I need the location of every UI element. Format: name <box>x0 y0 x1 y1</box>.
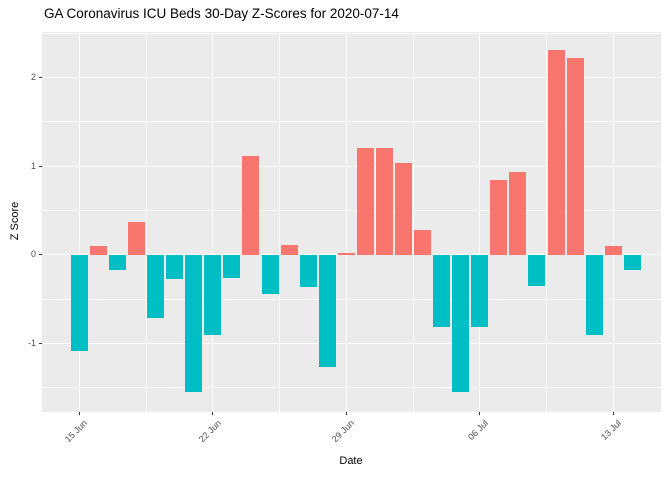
x-major-gridline <box>612 31 614 412</box>
y-minor-gridline <box>42 387 661 389</box>
x-tick-label: 15 Jun <box>63 417 90 444</box>
x-axis-tick <box>78 411 80 415</box>
x-major-gridline <box>212 31 214 412</box>
y-axis-tick <box>39 77 42 79</box>
y-axis-title: Z Score <box>9 201 21 241</box>
bar <box>528 254 546 286</box>
x-major-gridline <box>345 31 347 412</box>
x-tick-label: 22 Jun <box>196 417 223 444</box>
bar <box>128 221 145 255</box>
y-tick-label: 2 <box>30 72 36 83</box>
bar <box>166 254 184 279</box>
y-major-gridline <box>42 254 661 256</box>
bar <box>375 148 393 255</box>
bar <box>604 245 622 255</box>
bar <box>394 163 412 255</box>
bar <box>471 254 489 328</box>
bar <box>261 254 279 294</box>
bar <box>318 254 336 368</box>
bar <box>509 172 527 255</box>
bar <box>452 254 470 392</box>
bar <box>433 254 451 328</box>
x-axis-title: Date <box>339 455 363 467</box>
y-minor-gridline <box>42 32 661 34</box>
y-major-gridline <box>42 165 661 167</box>
x-minor-gridline <box>412 31 414 412</box>
bar <box>566 58 584 255</box>
x-tick-label: 13 Jul <box>599 417 624 442</box>
bar <box>185 254 203 392</box>
bar <box>414 229 432 255</box>
bar <box>89 245 107 255</box>
y-tick-label: 0 <box>30 249 36 260</box>
bar <box>70 254 88 352</box>
x-axis-tick <box>479 411 481 415</box>
bar <box>585 254 603 336</box>
y-minor-gridline <box>42 298 661 300</box>
bar <box>490 180 508 255</box>
bar <box>623 254 641 270</box>
plot-panel <box>42 31 661 412</box>
x-axis-tick <box>345 411 347 415</box>
y-axis-tick <box>39 165 42 167</box>
y-tick-label: 1 <box>30 160 36 171</box>
y-major-gridline <box>42 77 661 79</box>
y-major-gridline <box>42 342 661 344</box>
x-axis-tick <box>212 411 214 415</box>
chart-title: GA Coronavirus ICU Beds 30-Day Z-Scores … <box>44 6 399 21</box>
bar <box>223 254 241 278</box>
bar <box>356 147 374 255</box>
bar <box>204 254 222 336</box>
y-axis-tick <box>39 342 42 344</box>
y-minor-gridline <box>42 209 661 211</box>
y-minor-gridline <box>42 121 661 123</box>
x-major-gridline <box>78 31 80 412</box>
x-minor-gridline <box>279 31 281 412</box>
x-axis-tick <box>612 411 614 415</box>
bar <box>337 252 355 255</box>
bar <box>147 254 165 319</box>
bar <box>299 254 317 287</box>
x-tick-label: 29 Jun <box>330 417 357 444</box>
x-minor-gridline <box>546 31 547 412</box>
bar <box>108 254 126 270</box>
y-tick-label: -1 <box>27 337 36 348</box>
bar <box>547 50 565 255</box>
x-tick-label: 06 Jul <box>465 417 490 442</box>
y-axis-tick <box>39 254 42 256</box>
x-major-gridline <box>479 31 481 412</box>
bar <box>280 244 298 255</box>
bar <box>242 155 260 255</box>
x-minor-gridline <box>145 31 147 412</box>
